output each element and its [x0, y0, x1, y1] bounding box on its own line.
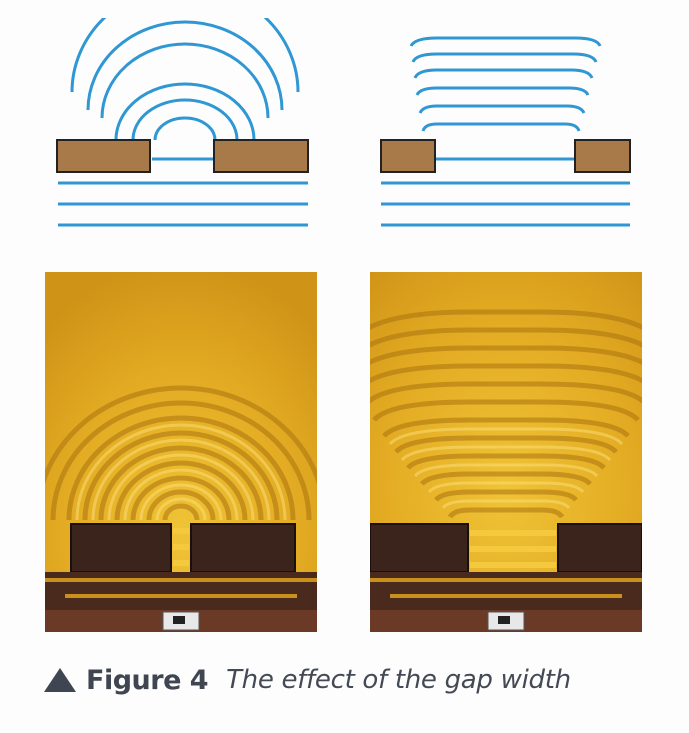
ripple-highlight: [123, 468, 239, 521]
wide-gap-ripple-photo: [370, 272, 642, 632]
ripple: [370, 381, 642, 404]
gap-ripples: [470, 562, 556, 568]
tank-ledge: [65, 594, 297, 598]
tank-ledge: [370, 578, 642, 582]
figure-caption: Figure 4 The effect of the gap width: [44, 660, 571, 700]
ripple: [45, 385, 317, 485]
ripple: [146, 489, 216, 521]
gap-ripples: [173, 560, 189, 566]
figure-title: The effect of the gap width: [226, 665, 571, 695]
ripple: [162, 503, 200, 521]
gap-ripples: [173, 528, 189, 534]
figure-label: Figure 4: [86, 664, 209, 696]
barrier-block-right: [557, 523, 642, 573]
ripple-highlight: [91, 438, 271, 521]
diffracted-wavefront: [153, 116, 217, 141]
gap-ripples: [173, 544, 189, 550]
triangle-icon: [44, 668, 76, 692]
wide-gap-svg: [380, 36, 631, 227]
wide-gap-photo-svg: [370, 272, 642, 632]
diffracted-wavefront: [411, 52, 598, 63]
ripple: [82, 430, 280, 521]
ripple: [447, 507, 565, 519]
diffracted-wavefront: [70, 18, 300, 93]
ripple-highlight: [413, 463, 599, 478]
tank-ledge: [390, 594, 622, 598]
diffracted-wavefront: [418, 104, 586, 114]
wave-generator-knob: [173, 616, 185, 624]
diffracted-wavefront: [415, 86, 590, 96]
ripple-highlight: [107, 453, 255, 521]
gap-ripples: [470, 546, 556, 552]
ripple: [434, 489, 578, 502]
ripple: [50, 400, 312, 521]
barrier-block-right: [190, 523, 296, 573]
barrier-block-left: [370, 523, 469, 573]
ripple: [382, 417, 630, 438]
diffracted-wavefront: [131, 98, 239, 141]
ripple: [370, 309, 642, 330]
narrow-gap-diagram: [40, 18, 330, 246]
ripple: [66, 415, 296, 521]
barrier-right: [213, 139, 309, 173]
diffracted-wavefront: [100, 42, 270, 119]
ripple: [98, 445, 264, 521]
tank-ledge: [45, 578, 317, 582]
diffracted-wavefront: [114, 82, 256, 141]
wide-gap-diagram: [365, 18, 655, 246]
ripple: [370, 327, 642, 348]
ripple: [420, 471, 592, 486]
ripple-highlight: [441, 499, 571, 510]
wave-generator-knob: [498, 616, 510, 624]
ripple-highlight: [400, 445, 612, 462]
barrier-left: [56, 139, 151, 173]
diffracted-wavefront: [409, 36, 602, 47]
ripple: [394, 435, 618, 454]
diffracted-wavefront: [413, 68, 594, 79]
ripple: [114, 460, 248, 521]
barrier-block-left: [70, 523, 172, 573]
ripple: [406, 453, 606, 470]
ripple-highlight: [427, 481, 585, 494]
barrier-left: [380, 139, 436, 173]
narrow-gap-photo-svg: [45, 272, 317, 632]
ripple-highlight: [139, 483, 223, 521]
diffracted-wavefront: [421, 122, 581, 132]
narrow-gap-svg: [56, 18, 309, 227]
barrier-right: [574, 139, 631, 173]
ripple-highlight: [155, 497, 207, 521]
narrow-gap-ripple-photo: [45, 272, 317, 632]
ripple: [370, 363, 642, 384]
ripple: [130, 475, 232, 521]
ripple-highlight: [388, 427, 624, 446]
diffracted-wavefront: [86, 20, 284, 111]
ripple: [372, 399, 640, 422]
gap-ripples: [470, 530, 556, 536]
ripple-highlight: [75, 423, 287, 521]
ripple: [370, 345, 642, 366]
